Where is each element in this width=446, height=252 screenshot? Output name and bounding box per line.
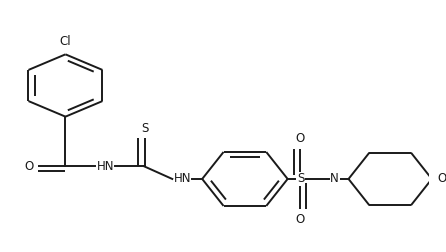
Text: O: O bbox=[24, 160, 33, 173]
Text: HN: HN bbox=[97, 160, 115, 173]
Text: O: O bbox=[296, 213, 305, 226]
Text: O: O bbox=[296, 132, 305, 145]
Text: S: S bbox=[297, 172, 304, 185]
Text: N: N bbox=[330, 172, 339, 185]
Text: Cl: Cl bbox=[60, 35, 71, 48]
Text: S: S bbox=[141, 122, 148, 135]
Text: HN: HN bbox=[174, 172, 192, 185]
Text: O: O bbox=[437, 172, 446, 185]
